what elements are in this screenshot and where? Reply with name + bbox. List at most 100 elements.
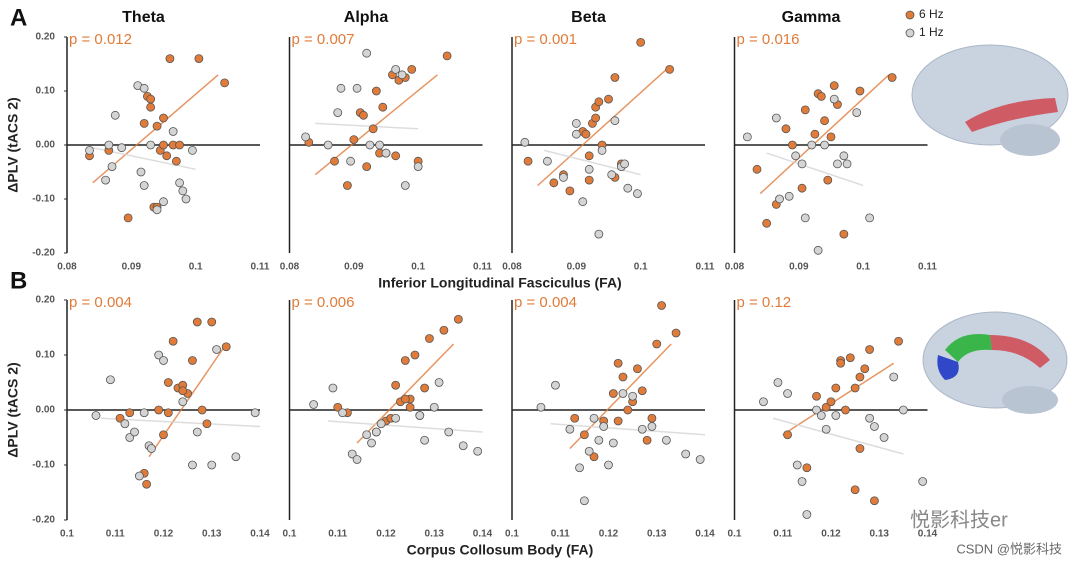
data-point bbox=[816, 92, 826, 101]
x-tick-label: 0.12 bbox=[599, 529, 619, 540]
x-tick-label: 0.13 bbox=[425, 529, 445, 540]
data-point bbox=[365, 140, 375, 150]
data-point bbox=[400, 356, 410, 365]
data-point bbox=[589, 413, 599, 423]
data-point bbox=[802, 510, 812, 519]
data-point bbox=[589, 452, 599, 462]
x-tick-label: 0.11 bbox=[251, 262, 270, 273]
data-point bbox=[375, 140, 384, 150]
data-point bbox=[608, 389, 618, 398]
data-point bbox=[115, 413, 125, 423]
legend-label: 1 Hz bbox=[919, 25, 944, 39]
x-tick-label: 0.11 bbox=[106, 529, 125, 540]
data-point bbox=[207, 317, 217, 327]
x-tick-label: 0.11 bbox=[773, 529, 792, 540]
y-tick-label: 0.20 bbox=[36, 32, 56, 43]
scatter-panel: Alpha 0.08 0.09 0.1 0.11 p = 0.007 bbox=[280, 9, 493, 272]
data-point bbox=[139, 83, 149, 93]
data-point bbox=[330, 156, 339, 166]
data-point bbox=[178, 386, 188, 396]
data-point bbox=[175, 178, 184, 188]
data-point bbox=[181, 194, 191, 204]
data-point bbox=[391, 413, 401, 423]
data-point bbox=[637, 386, 647, 396]
data-point bbox=[301, 132, 310, 142]
data-point bbox=[584, 164, 594, 174]
data-point bbox=[367, 438, 376, 448]
data-point bbox=[608, 438, 618, 448]
data-point bbox=[125, 433, 135, 442]
x-tick-label: 0.09 bbox=[567, 262, 587, 273]
data-point bbox=[165, 54, 175, 63]
data-point bbox=[352, 455, 362, 464]
data-point bbox=[429, 402, 439, 412]
data-point bbox=[570, 413, 580, 423]
data-point bbox=[333, 108, 343, 117]
data-point bbox=[870, 422, 879, 431]
data-point bbox=[671, 328, 681, 338]
data-point bbox=[371, 427, 381, 437]
x-tick-label: 0.1 bbox=[411, 262, 425, 273]
data-point bbox=[836, 358, 846, 368]
data-point bbox=[802, 463, 812, 473]
data-point bbox=[613, 416, 623, 426]
data-point bbox=[91, 411, 101, 420]
data-point bbox=[831, 411, 841, 420]
data-point bbox=[362, 430, 372, 440]
data-point bbox=[117, 143, 127, 153]
data-point bbox=[571, 129, 581, 139]
data-point bbox=[581, 129, 591, 139]
data-point bbox=[328, 383, 338, 393]
data-point bbox=[841, 405, 850, 415]
data-point bbox=[107, 162, 117, 172]
p-value: p = 0.004 bbox=[514, 294, 577, 311]
fit-line bbox=[543, 149, 641, 176]
data-point bbox=[791, 151, 801, 161]
panel-label: B bbox=[10, 267, 27, 294]
x-axis-label: Inferior Longitudinal Fasciculus (FA) bbox=[378, 275, 621, 291]
data-point bbox=[842, 159, 852, 169]
data-point bbox=[120, 419, 130, 429]
data-point bbox=[202, 419, 212, 429]
x-tick-label: 0.08 bbox=[502, 262, 522, 273]
data-point bbox=[628, 391, 638, 401]
data-point bbox=[413, 162, 423, 172]
legend-marker bbox=[905, 28, 915, 38]
data-point bbox=[391, 380, 401, 390]
data-point bbox=[250, 408, 260, 418]
data-point bbox=[359, 110, 368, 120]
data-point bbox=[752, 164, 762, 174]
data-point bbox=[783, 389, 792, 398]
fit-line bbox=[550, 423, 706, 436]
data-point bbox=[347, 449, 357, 459]
data-point bbox=[820, 116, 829, 126]
data-point bbox=[146, 94, 156, 104]
data-point bbox=[594, 229, 604, 239]
data-point bbox=[812, 391, 821, 401]
data-point bbox=[855, 372, 865, 382]
panel-title: Gamma bbox=[782, 9, 841, 26]
data-point bbox=[453, 314, 463, 324]
data-point bbox=[163, 408, 173, 418]
data-point bbox=[681, 449, 691, 459]
data-point bbox=[362, 48, 372, 58]
x-tick-label: 0.12 bbox=[154, 529, 174, 540]
data-point bbox=[839, 151, 849, 161]
data-point bbox=[125, 408, 135, 418]
panel-label: A bbox=[10, 4, 27, 31]
data-point bbox=[613, 358, 623, 368]
data-point bbox=[800, 213, 810, 223]
data-point bbox=[309, 400, 319, 409]
fit-line bbox=[100, 417, 261, 428]
data-point bbox=[742, 132, 752, 142]
data-point bbox=[168, 127, 178, 136]
y-axis-label: ΔPLV (tACS 2) bbox=[5, 97, 21, 192]
data-point bbox=[154, 405, 164, 415]
data-point bbox=[604, 94, 613, 104]
data-point bbox=[559, 172, 568, 182]
x-tick-label: 0.1 bbox=[60, 529, 74, 540]
x-tick-label: 0.1 bbox=[189, 262, 203, 273]
x-tick-label: 0.11 bbox=[328, 529, 347, 540]
data-point bbox=[647, 422, 657, 431]
